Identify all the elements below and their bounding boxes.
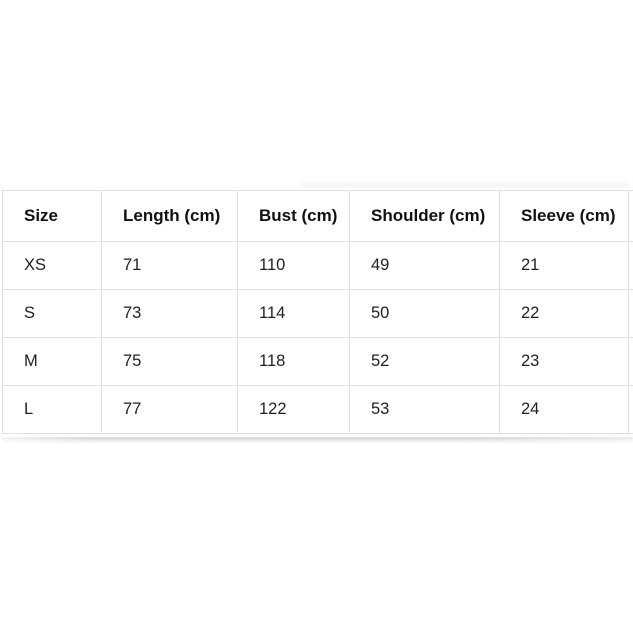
cell-shoulder: 49 <box>349 241 500 290</box>
cutoff-column-sliver <box>628 337 633 386</box>
cell-size: L <box>2 385 102 434</box>
size-chart-table: Size Length (cm) Bust (cm) Shoulder (cm)… <box>2 190 633 434</box>
cell-shoulder: 53 <box>349 385 500 434</box>
cell-length: 77 <box>101 385 238 434</box>
cell-sleeve: 22 <box>499 289 629 338</box>
header-cell-bust: Bust (cm) <box>237 190 350 242</box>
cell-shoulder: 50 <box>349 289 500 338</box>
cell-sleeve: 23 <box>499 337 629 386</box>
cell-bust: 114 <box>237 289 350 338</box>
cutoff-column-sliver <box>628 241 633 290</box>
table-row-l: L 77 122 53 24 <box>2 385 633 434</box>
cell-length: 71 <box>101 241 238 290</box>
header-cell-size: Size <box>2 190 102 242</box>
table-row-s: S 73 114 50 22 <box>2 289 633 338</box>
cell-shoulder: 52 <box>349 337 500 386</box>
cutoff-column-sliver <box>628 385 633 434</box>
size-chart-container: Size Length (cm) Bust (cm) Shoulder (cm)… <box>2 190 633 434</box>
cell-bust: 110 <box>237 241 350 290</box>
cell-bust: 118 <box>237 337 350 386</box>
cell-size: M <box>2 337 102 386</box>
table-row-m: M 75 118 52 23 <box>2 337 633 386</box>
cell-length: 75 <box>101 337 238 386</box>
header-row: Size Length (cm) Bust (cm) Shoulder (cm)… <box>2 190 633 242</box>
cutoff-column-sliver <box>628 289 633 338</box>
cutoff-column-sliver <box>628 190 633 242</box>
cell-bust: 122 <box>237 385 350 434</box>
header-cell-length: Length (cm) <box>101 190 238 242</box>
header-cell-sleeve: Sleeve (cm) <box>499 190 629 242</box>
top-edge-artifact <box>300 183 630 187</box>
cell-size: XS <box>2 241 102 290</box>
cell-sleeve: 21 <box>499 241 629 290</box>
bottom-edge-artifact <box>2 437 633 444</box>
cell-size: S <box>2 289 102 338</box>
cell-sleeve: 24 <box>499 385 629 434</box>
header-cell-shoulder: Shoulder (cm) <box>349 190 500 242</box>
table-row-xs: XS 71 110 49 21 <box>2 241 633 290</box>
cell-length: 73 <box>101 289 238 338</box>
